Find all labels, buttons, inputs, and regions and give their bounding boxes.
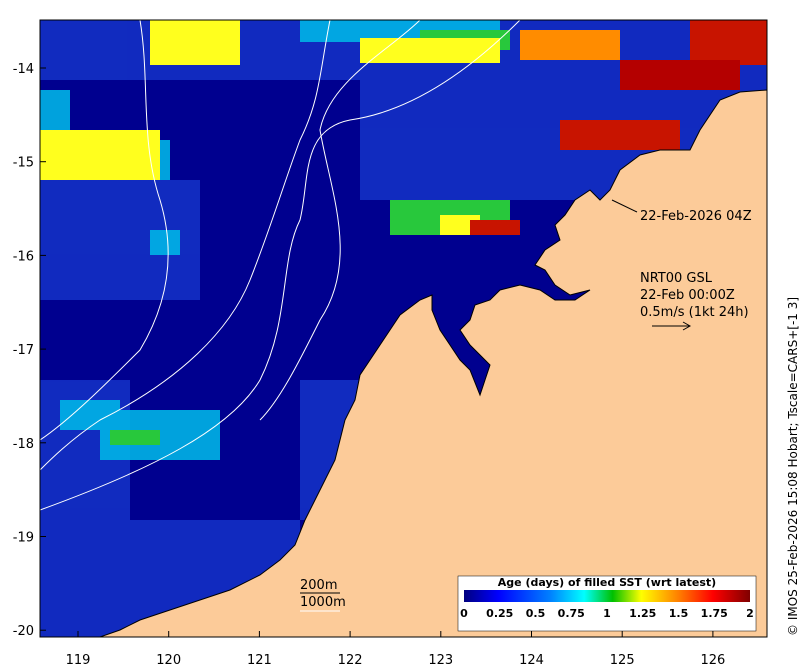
colorbar-tick-label: 1.75 <box>701 607 728 620</box>
lat-tick-label: -17 <box>13 343 34 358</box>
timestamp-pointer <box>611 199 638 213</box>
colorbar-box <box>457 575 757 632</box>
lon-axis: 119 120 121 122 123 124 125 126 <box>66 631 725 668</box>
colorbar-tick-label: 0.5 <box>526 607 546 620</box>
lon-tick-label: 121 <box>247 653 272 668</box>
contour-200m-label: 200m <box>300 578 337 593</box>
lat-tick-label: -15 <box>13 156 34 171</box>
lat-tick-label: -14 <box>13 62 34 77</box>
lat-tick-label: -20 <box>13 624 34 639</box>
lat-tick-label: -19 <box>13 531 34 546</box>
colorbar-title: Age (days) of filled SST (wrt latest) <box>498 576 716 589</box>
sst-age-patches-red <box>470 20 767 235</box>
colorbar-tick-label: 1.25 <box>629 607 656 620</box>
lon-tick-label: 120 <box>156 653 181 668</box>
colorbar-tick-label: 0 <box>460 607 468 620</box>
timestamp-label: 22-Feb-2026 04Z <box>640 209 752 224</box>
lat-tick-label: -18 <box>13 437 34 452</box>
plot-frame <box>39 19 768 638</box>
colorbar-gradient <box>464 590 750 602</box>
lat-tick-label: -16 <box>13 249 34 264</box>
map-plot-area <box>40 20 767 637</box>
lon-tick-label: 126 <box>700 653 725 668</box>
vector-scale-label: 0.5m/s (1kt 24h) <box>640 305 749 320</box>
lon-tick-label: 124 <box>519 653 544 668</box>
colorbar-tick-label: 0.75 <box>558 607 585 620</box>
lon-tick-label: 125 <box>610 653 635 668</box>
vector-scale-arrow <box>652 321 692 331</box>
credit-label: © IMOS 25-Feb-2026 15:08 Hobart; Tscale=… <box>786 297 800 636</box>
sst-age-patches-yellow <box>40 20 500 235</box>
lat-axis: -14 -15 -16 -17 -18 -19 -20 <box>13 62 46 639</box>
contour-1000m-label: 1000m <box>300 595 346 610</box>
bathymetry-contours <box>40 20 521 511</box>
colorbar-tick-label: 2 <box>746 607 754 620</box>
colorbar-tick-label: 1 <box>603 607 611 620</box>
land-mass <box>99 89 767 637</box>
colorbar-tick-label: 1.5 <box>669 607 689 620</box>
model-label: NRT00 GSL <box>640 271 713 286</box>
lon-tick-label: 123 <box>428 653 453 668</box>
colorbar: Age (days) of filled SST (wrt latest) 0 0… <box>457 575 757 632</box>
lon-tick-label: 119 <box>66 653 91 668</box>
time-label: 22-Feb 00:00Z <box>640 288 735 303</box>
colorbar-tick-label: 0.25 <box>486 607 513 620</box>
lon-tick-label: 122 <box>338 653 363 668</box>
